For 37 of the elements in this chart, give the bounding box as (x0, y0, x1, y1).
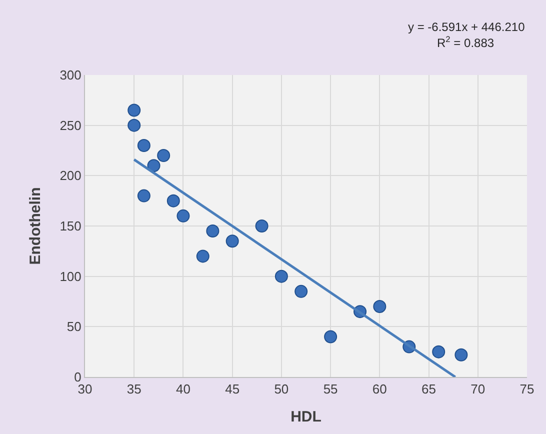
point (137, 189, 150, 202)
y-tick-label: 100 (60, 268, 82, 284)
point (166, 194, 180, 208)
point (176, 209, 190, 222)
x-tick-label: 55 (323, 382, 338, 397)
x-tick-label: 65 (422, 382, 436, 397)
point (373, 300, 386, 314)
y-tick-label: 250 (60, 118, 82, 133)
point (196, 250, 210, 263)
x-tick-label: 70 (470, 382, 486, 397)
x-tick-label: 45 (225, 382, 240, 397)
point (128, 104, 141, 117)
x-tick-label: 40 (176, 382, 190, 397)
y-axis-title: Endothelin (26, 187, 44, 265)
text: R$^{2}$ = 0.883 (437, 34, 494, 50)
point (324, 330, 338, 344)
point (454, 348, 468, 362)
point (226, 234, 239, 248)
x-tick-label: 60 (372, 382, 387, 397)
point (157, 149, 170, 162)
x-tick-label: 50 (274, 382, 289, 397)
point (255, 220, 268, 232)
y-tick-label: 200 (60, 168, 82, 184)
y-tick-label: 50 (66, 319, 82, 334)
point (128, 118, 141, 132)
point (432, 345, 446, 358)
y-tick-label: 300 (60, 68, 82, 83)
point (137, 138, 150, 152)
point (294, 284, 308, 298)
x-tick-label: 35 (126, 382, 142, 397)
y-tick-label: 150 (60, 218, 82, 234)
x-tick-label: 75 (520, 382, 534, 397)
point (147, 159, 160, 172)
point (274, 270, 288, 283)
point (206, 224, 220, 238)
text: y = -6.591x + 446.210 (408, 20, 526, 34)
x-axis-title: HDL (290, 408, 322, 426)
